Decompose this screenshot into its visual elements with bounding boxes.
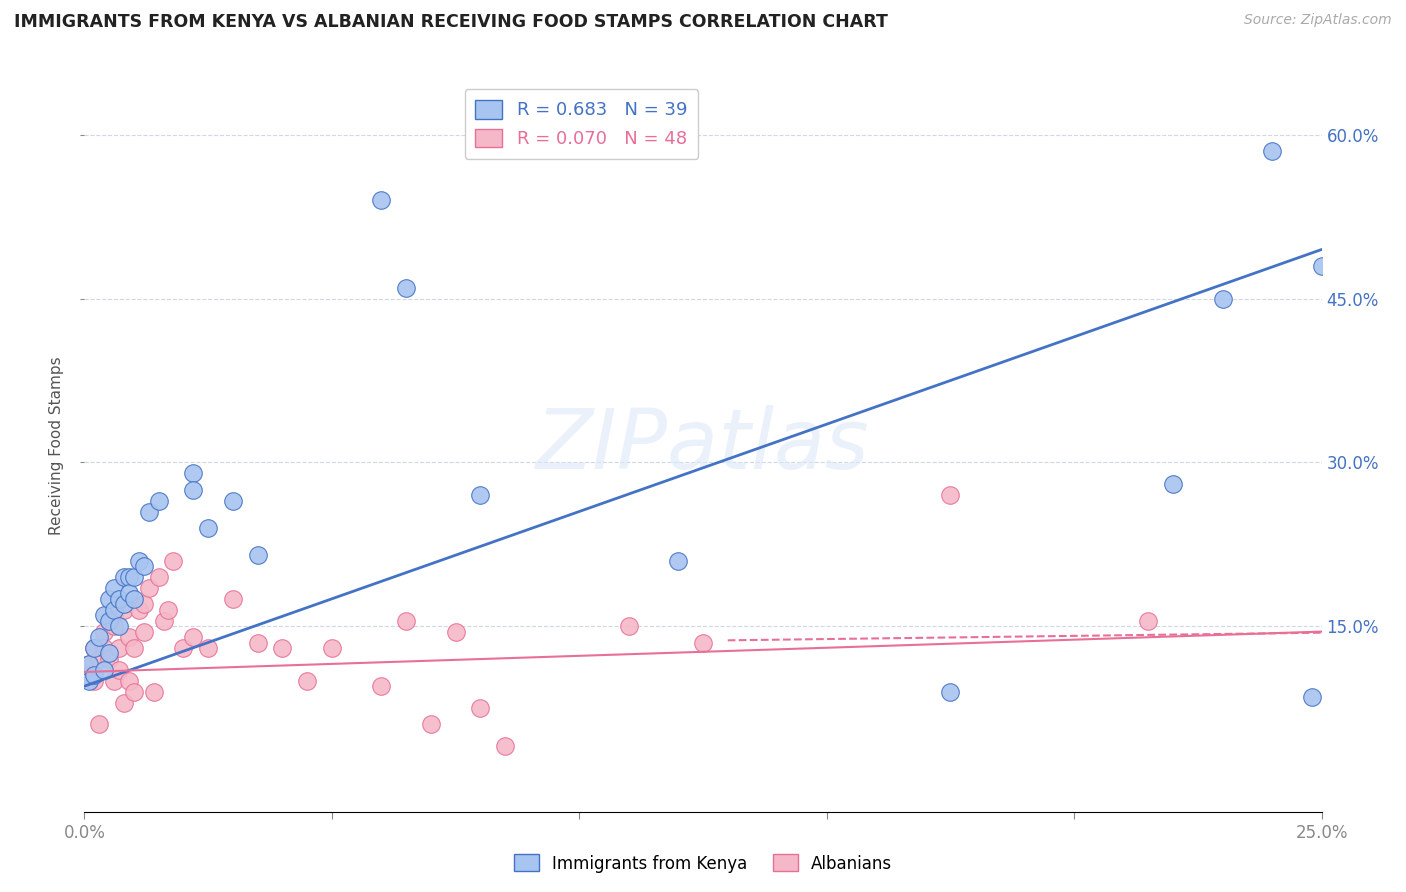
Point [83,640,105,655]
Point [108,663,131,677]
Point [142,684,165,698]
Point [132,597,155,611]
Point [108,640,131,655]
Point [246,635,269,649]
Point [666,554,689,568]
Point [118,570,141,584]
Point [98,652,121,666]
Point [122,570,145,584]
Point [122,640,145,655]
Point [617,619,640,633]
Point [222,493,245,508]
Point [93,608,115,623]
Point [1301,690,1323,704]
Point [93,624,115,639]
Point [103,619,125,633]
Point [1212,292,1234,306]
Point [98,614,121,628]
Point [444,624,467,639]
Point [419,717,441,731]
Point [1161,477,1184,491]
Point [939,684,962,698]
Point [1261,145,1284,159]
Point [112,570,135,584]
Point [79,668,101,682]
Point [128,554,150,568]
Point [103,673,125,688]
Point [246,548,269,562]
Point [132,624,155,639]
Legend: R = 0.683   N = 39, R = 0.070   N = 48: R = 0.683 N = 39, R = 0.070 N = 48 [464,89,699,159]
Point [181,467,204,481]
Point [152,614,174,628]
Point [98,614,121,628]
Point [1137,614,1160,628]
Point [321,640,343,655]
Point [148,570,170,584]
Point [89,717,111,731]
Point [79,657,101,672]
Point [181,483,204,497]
Point [112,696,135,710]
Point [118,586,141,600]
Point [83,668,105,682]
Point [112,597,135,611]
Point [197,640,219,655]
Point [157,603,180,617]
Text: ZIPatlas: ZIPatlas [536,406,870,486]
Point [197,521,219,535]
Point [470,488,492,502]
Point [132,559,155,574]
Point [172,640,194,655]
Point [93,640,115,655]
Point [108,591,131,606]
Point [395,281,418,295]
Point [122,684,145,698]
Point [138,504,160,518]
Point [692,635,714,649]
Point [370,194,392,208]
Point [103,603,125,617]
Point [79,657,101,672]
Point [470,701,492,715]
Point [939,488,962,502]
Point [162,554,184,568]
Point [103,581,125,595]
Text: IMMIGRANTS FROM KENYA VS ALBANIAN RECEIVING FOOD STAMPS CORRELATION CHART: IMMIGRANTS FROM KENYA VS ALBANIAN RECEIV… [14,13,889,31]
Point [395,614,418,628]
Point [370,679,392,693]
Point [98,591,121,606]
Point [1310,259,1333,273]
Y-axis label: Receiving Food Stamps: Receiving Food Stamps [49,357,65,535]
Point [79,673,101,688]
Point [222,591,245,606]
Text: Source: ZipAtlas.com: Source: ZipAtlas.com [1244,13,1392,28]
Point [98,647,121,661]
Point [93,663,115,677]
Point [112,603,135,617]
Legend: Immigrants from Kenya, Albanians: Immigrants from Kenya, Albanians [508,847,898,880]
Point [138,581,160,595]
Point [103,608,125,623]
Point [83,640,105,655]
Point [118,673,141,688]
Point [181,630,204,644]
Point [89,652,111,666]
Point [118,630,141,644]
Point [122,591,145,606]
Point [128,603,150,617]
Point [271,640,294,655]
Point [148,493,170,508]
Point [89,630,111,644]
Point [108,619,131,633]
Point [83,673,105,688]
Point [295,673,318,688]
Point [494,739,516,754]
